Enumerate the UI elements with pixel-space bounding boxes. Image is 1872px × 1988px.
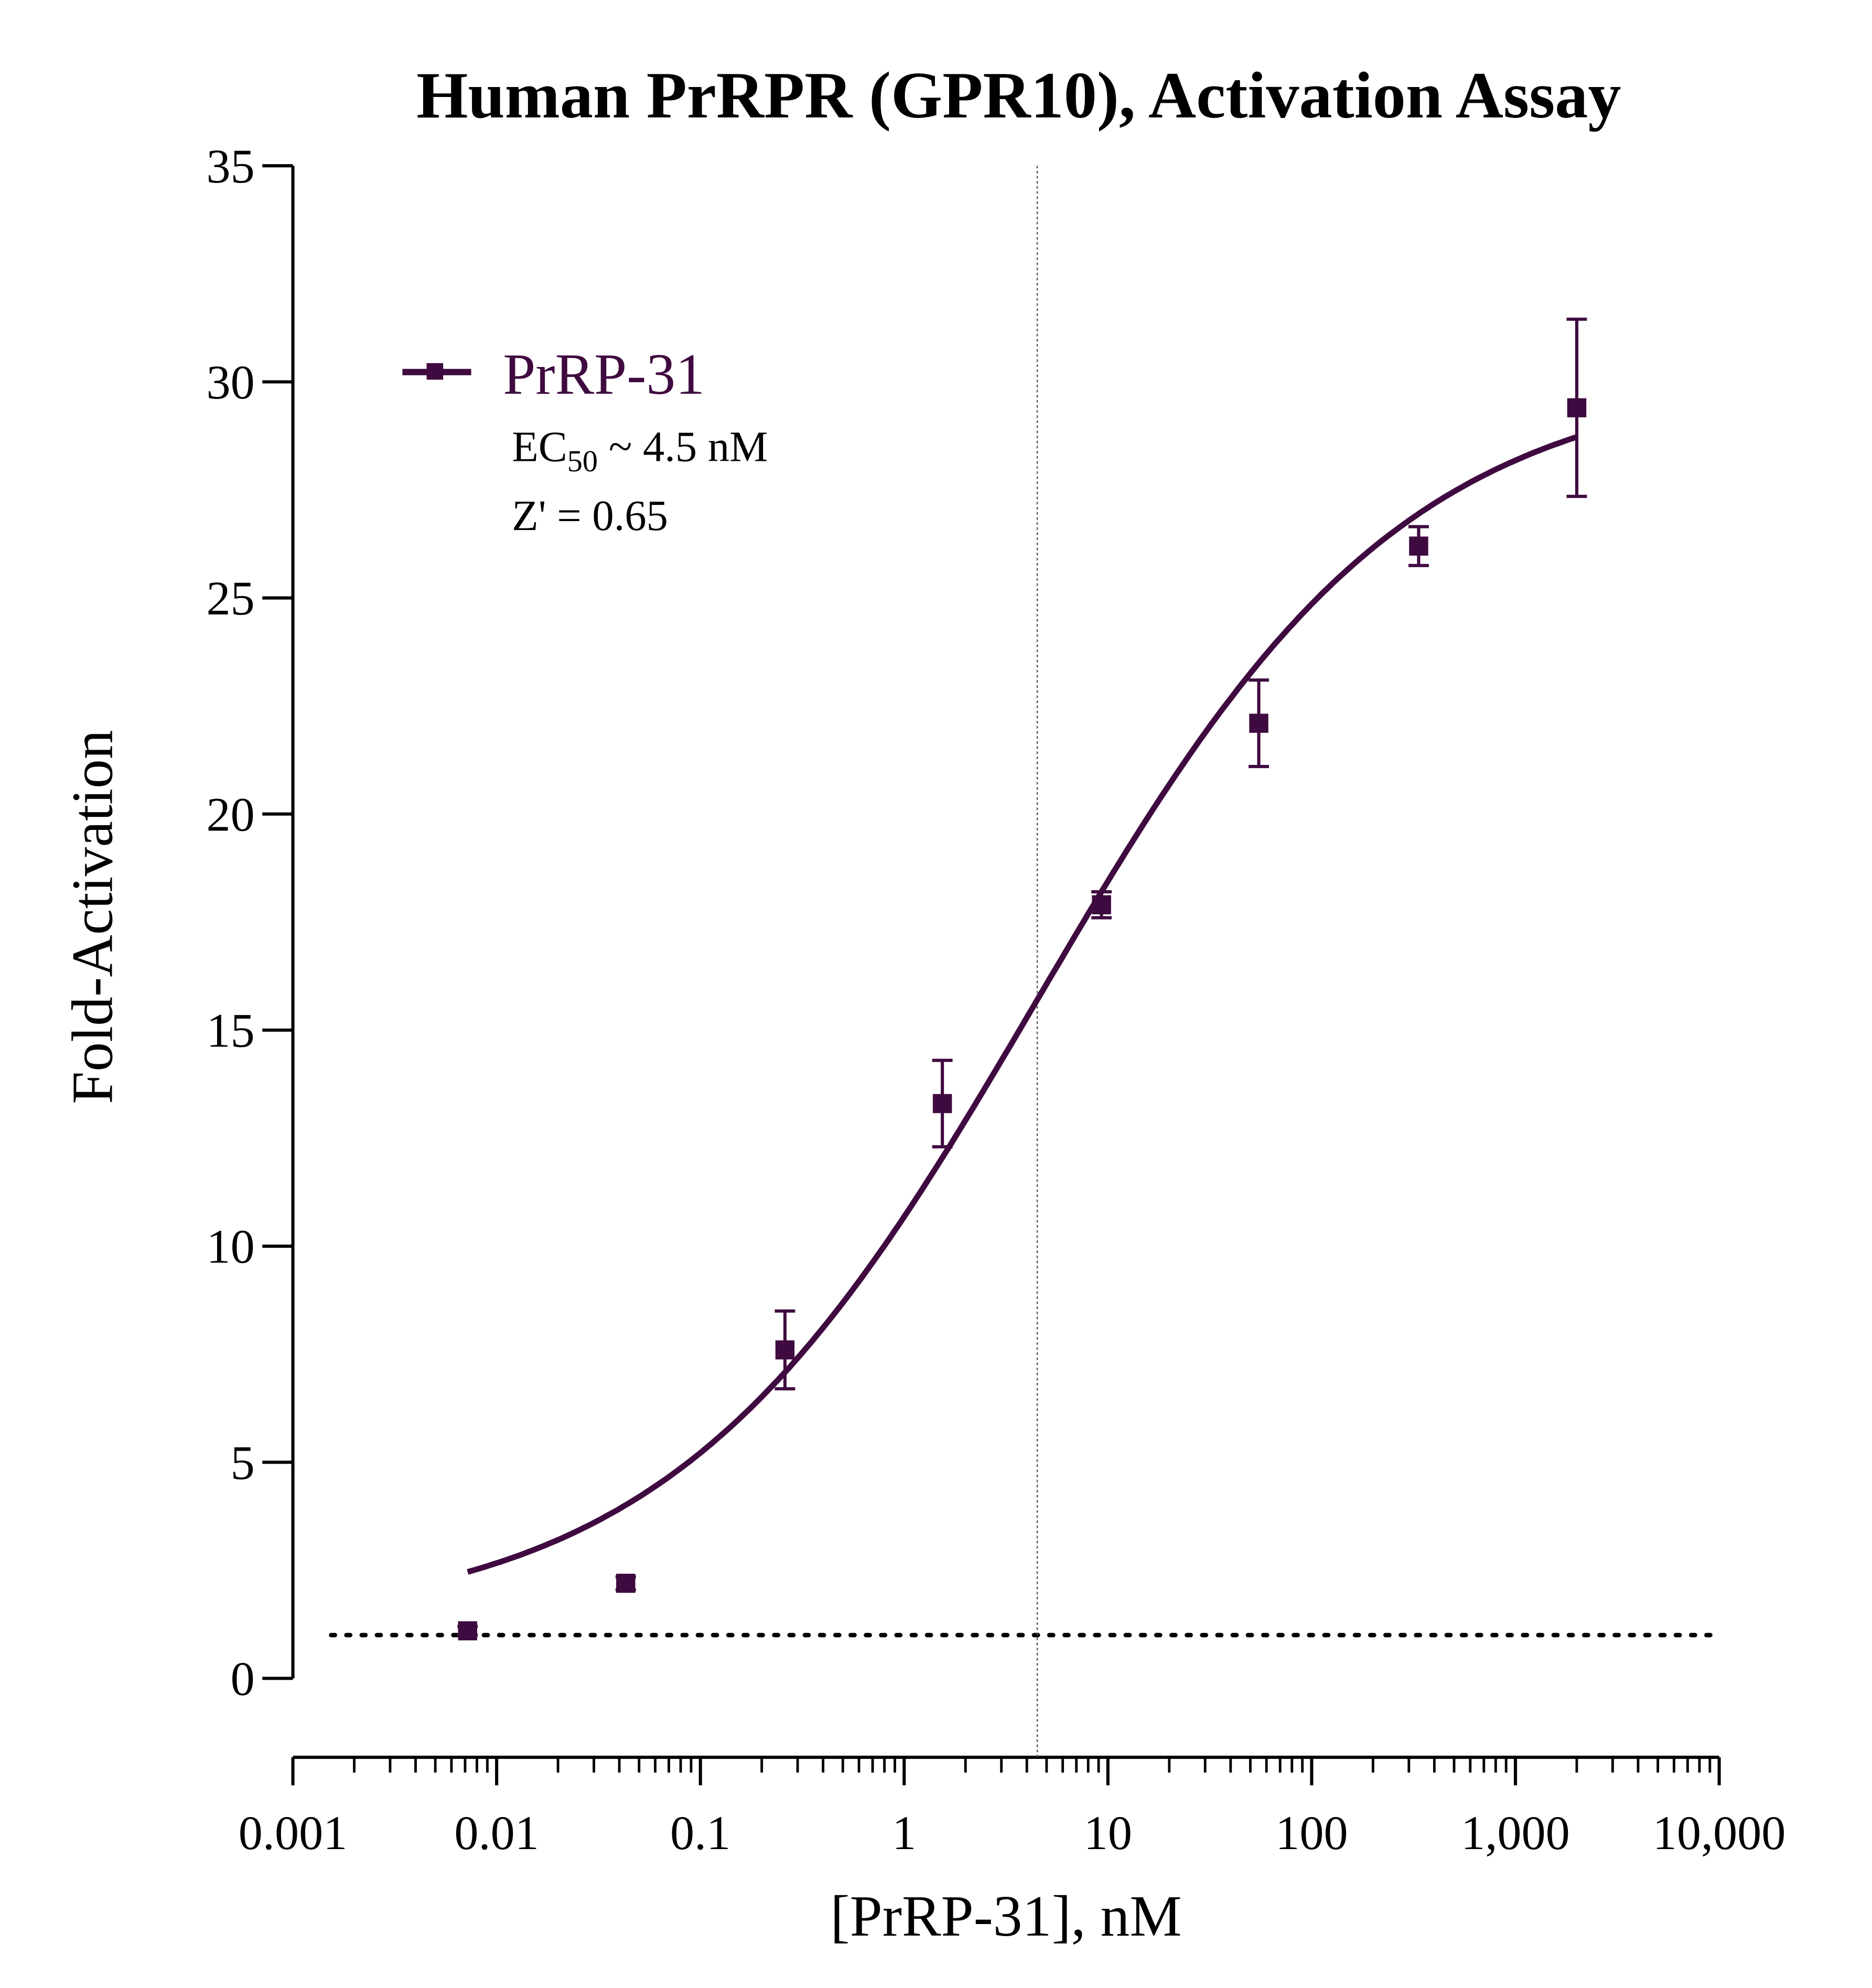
- legend-marker: [426, 363, 444, 380]
- data-point: [458, 1621, 477, 1640]
- data-point: [1092, 895, 1111, 915]
- zprime-annotation: Z' = 0.65: [512, 491, 668, 539]
- data-point: [1249, 714, 1268, 733]
- x-tick-label: 1: [892, 1806, 916, 1860]
- data-point: [932, 1094, 952, 1114]
- y-tick-label: 10: [206, 1220, 254, 1273]
- x-tick-label: 0.01: [454, 1806, 539, 1860]
- x-tick-label: 1,000: [1461, 1806, 1570, 1860]
- y-tick-label: 20: [206, 787, 254, 841]
- ec50-annotation: EC50 ~ 4.5 nM: [512, 423, 768, 478]
- legend: PrRP-31 EC50 ~ 4.5 nM Z' = 0.65: [402, 342, 768, 539]
- x-tick-label: 10,000: [1653, 1806, 1786, 1860]
- fit-curve: [467, 434, 1578, 1575]
- y-tick-label: 0: [231, 1652, 255, 1705]
- data-point: [1409, 536, 1428, 556]
- y-tick-label: 30: [206, 355, 254, 409]
- x-tick-label: 10: [1084, 1806, 1132, 1860]
- y-tick-label: 35: [206, 139, 254, 193]
- data-point: [616, 1573, 636, 1593]
- y-tick-label: 25: [206, 571, 254, 625]
- chart-title: Human PrRPR (GPR10), Activation Assay: [416, 59, 1621, 132]
- x-tick-label: 0.1: [670, 1806, 730, 1860]
- y-tick-label: 5: [231, 1436, 255, 1489]
- legend-label: PrRP-31: [503, 342, 705, 407]
- y-axis-label: Fold-Activation: [60, 730, 125, 1104]
- data-point: [1567, 398, 1587, 418]
- data-point: [775, 1340, 795, 1360]
- axes: 0 5 10 15 20 25 30 35 0.001 0.01 0.1 1 10 100 1,000 10,…: [206, 139, 1785, 1860]
- reference-lines: [329, 166, 1722, 1757]
- x-axis-label: [PrRP-31], nM: [830, 1884, 1181, 1949]
- y-tick-label: 15: [206, 1003, 254, 1057]
- x-tick-label: 100: [1275, 1806, 1348, 1860]
- plot-area: [457, 317, 1587, 1640]
- x-tick-label: 0.001: [239, 1806, 348, 1860]
